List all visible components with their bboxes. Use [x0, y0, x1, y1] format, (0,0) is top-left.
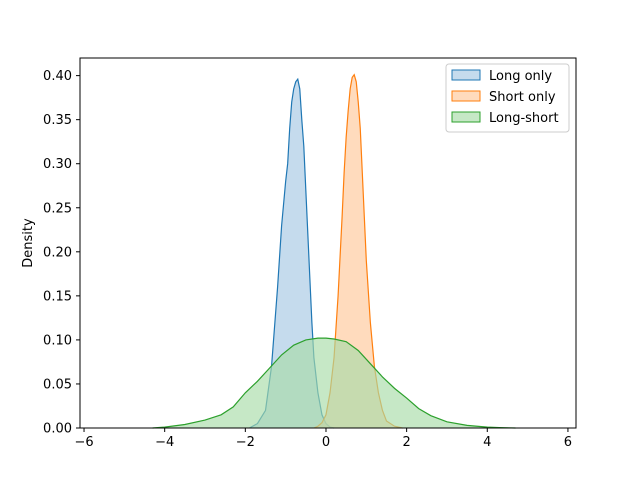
legend-swatch-short-only — [451, 90, 481, 102]
y-tick-label: 0.25 — [43, 201, 72, 216]
y-tick-label: 0.05 — [43, 377, 72, 392]
legend-label-short-only: Short only — [489, 90, 556, 105]
legend: Long only Short only Long-short — [445, 63, 570, 133]
y-tick-label: 0.20 — [43, 245, 72, 260]
y-tick-label: 0.30 — [43, 157, 72, 172]
legend-label-long-short: Long-short — [489, 111, 559, 126]
series-area-long-short — [152, 338, 516, 428]
x-tick-label: −2 — [236, 435, 255, 450]
y-tick-label: 0.10 — [43, 333, 72, 348]
y-tick-label: 0.15 — [43, 289, 72, 304]
y-axis-label: Density — [21, 218, 36, 268]
series-line-long-short — [152, 337, 516, 429]
x-tick-label: 2 — [402, 435, 410, 450]
y-tick-label: 0.35 — [43, 113, 72, 128]
legend-swatch-long-short — [451, 111, 481, 123]
x-tick-label: 6 — [564, 435, 572, 450]
x-tick-label: 4 — [483, 435, 491, 450]
series-layer — [152, 73, 516, 429]
legend-label-long-only: Long only — [489, 69, 552, 84]
y-tick-label: 0.40 — [43, 69, 72, 84]
x-tick-label: −6 — [74, 435, 93, 450]
legend-swatch-long-only — [451, 69, 481, 81]
x-tick-label: 0 — [322, 435, 330, 450]
x-tick-label: −4 — [155, 435, 174, 450]
y-tick-label: 0.00 — [43, 422, 72, 437]
axes-frame — [79, 57, 577, 429]
ticks-layer: −6 −4 −2 0 2 4 6 0.00 0.05 0.10 0.15 0.20 0.25 0.30 0.… — [43, 69, 572, 450]
